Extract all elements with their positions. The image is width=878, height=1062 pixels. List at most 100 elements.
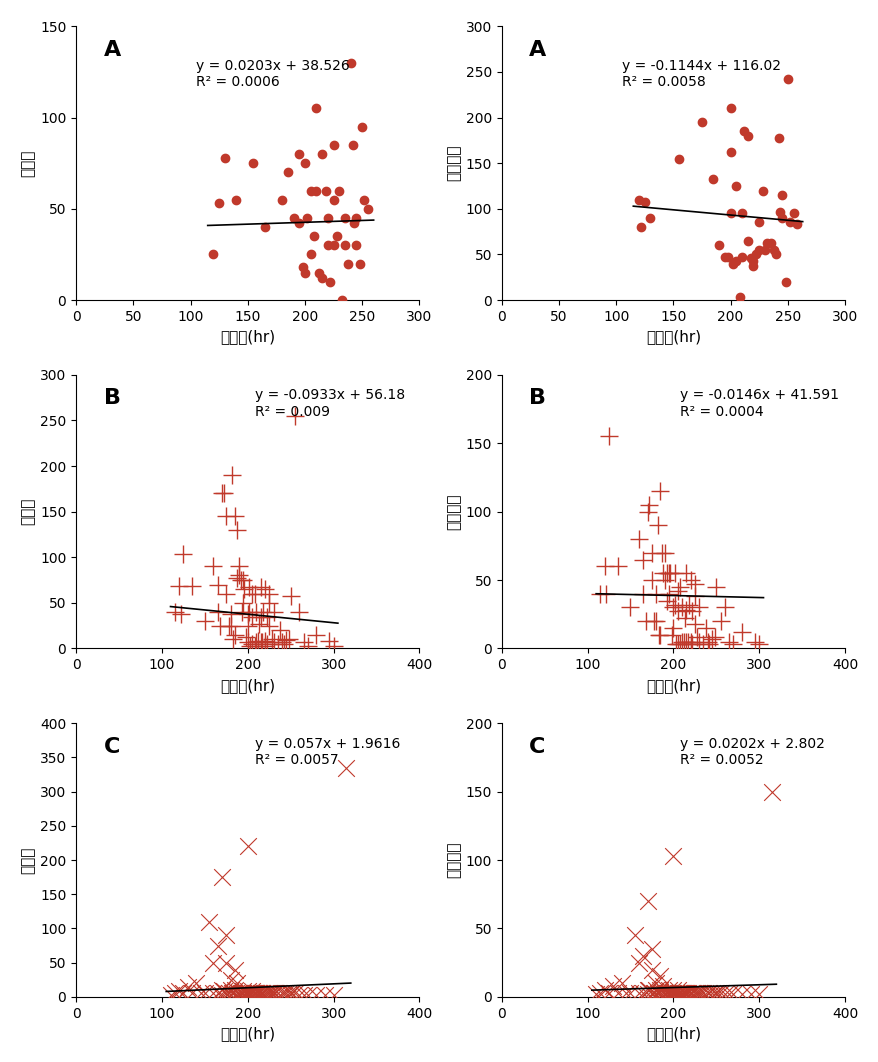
Point: [268, 984, 282, 1001]
Point: [238, 987, 252, 1004]
Point: [782, 213, 796, 230]
Point: [249, 987, 263, 1004]
Y-axis label: 상생수: 상생수: [21, 150, 36, 177]
Point: [174, 605, 188, 622]
Point: [189, 975, 203, 992]
Point: [631, 191, 645, 208]
Point: [661, 984, 675, 1001]
Point: [277, 635, 291, 652]
Point: [687, 576, 701, 593]
Point: [266, 634, 280, 651]
Point: [312, 264, 326, 281]
Point: [206, 246, 220, 263]
Text: A: A: [529, 40, 546, 61]
Point: [631, 531, 645, 548]
Point: [729, 177, 743, 194]
Point: [217, 485, 231, 502]
Point: [254, 984, 268, 1001]
Point: [327, 987, 341, 1004]
Point: [623, 984, 637, 1001]
Point: [322, 633, 336, 650]
Point: [698, 619, 712, 636]
Point: [243, 637, 257, 654]
Point: [227, 627, 241, 644]
Y-axis label: 매개변수: 매개변수: [446, 144, 461, 182]
Point: [683, 986, 697, 1003]
Point: [239, 628, 253, 645]
Text: y = 0.0203x + 38.526
R² = 0.0006: y = 0.0203x + 38.526 R² = 0.0006: [196, 59, 349, 89]
Point: [667, 565, 681, 582]
Point: [597, 981, 611, 998]
Point: [679, 986, 693, 1003]
Point: [270, 984, 284, 1001]
Point: [771, 130, 785, 147]
Point: [700, 633, 714, 650]
Point: [717, 249, 731, 266]
Point: [747, 633, 761, 650]
Point: [264, 984, 278, 1001]
Point: [674, 986, 688, 1003]
Point: [232, 558, 246, 575]
Point: [223, 617, 237, 634]
Point: [262, 984, 276, 1001]
Point: [215, 485, 229, 502]
Point: [650, 517, 664, 534]
Point: [667, 596, 681, 613]
Point: [234, 984, 248, 1001]
Point: [275, 634, 289, 651]
Point: [241, 617, 255, 634]
Point: [651, 984, 665, 1001]
Text: B: B: [529, 389, 545, 409]
Point: [670, 986, 684, 1003]
Point: [211, 937, 225, 954]
Y-axis label: 매개변수: 매개변수: [446, 494, 461, 530]
Point: [273, 621, 287, 638]
Point: [667, 986, 681, 1003]
Point: [327, 191, 341, 208]
Point: [687, 588, 701, 605]
Point: [666, 981, 680, 998]
Point: [241, 605, 255, 622]
Point: [211, 603, 225, 620]
Point: [257, 581, 271, 598]
Point: [285, 984, 299, 1001]
Point: [677, 984, 691, 1001]
Point: [206, 954, 220, 971]
Point: [649, 613, 663, 630]
Text: y = 0.0202x + 2.802
R² = 0.0052: y = 0.0202x + 2.802 R² = 0.0052: [680, 737, 824, 767]
Point: [704, 631, 718, 648]
Point: [702, 984, 716, 1001]
Point: [349, 237, 363, 254]
X-axis label: 일조합(hr): 일조합(hr): [645, 329, 700, 344]
Point: [251, 633, 265, 650]
Point: [229, 987, 243, 1004]
Point: [674, 599, 688, 616]
Point: [704, 984, 718, 1001]
Point: [254, 609, 268, 626]
Point: [681, 596, 695, 613]
Text: A: A: [104, 40, 120, 61]
Point: [764, 783, 778, 800]
Point: [300, 987, 314, 1004]
Point: [241, 838, 255, 855]
Text: B: B: [104, 389, 120, 409]
Point: [338, 209, 352, 226]
Point: [327, 637, 341, 654]
Point: [743, 986, 757, 1003]
Point: [766, 241, 781, 258]
Point: [666, 599, 680, 616]
Point: [631, 954, 645, 971]
Point: [694, 114, 709, 131]
Point: [215, 987, 229, 1004]
Point: [700, 984, 714, 1001]
Point: [257, 637, 271, 654]
Point: [752, 636, 766, 653]
Point: [752, 241, 766, 258]
Point: [593, 585, 607, 602]
Point: [245, 987, 259, 1004]
Point: [355, 118, 369, 135]
X-axis label: 일조합(hr): 일조합(hr): [645, 1026, 700, 1041]
Point: [709, 579, 723, 596]
Point: [666, 986, 680, 1003]
Point: [642, 496, 656, 513]
